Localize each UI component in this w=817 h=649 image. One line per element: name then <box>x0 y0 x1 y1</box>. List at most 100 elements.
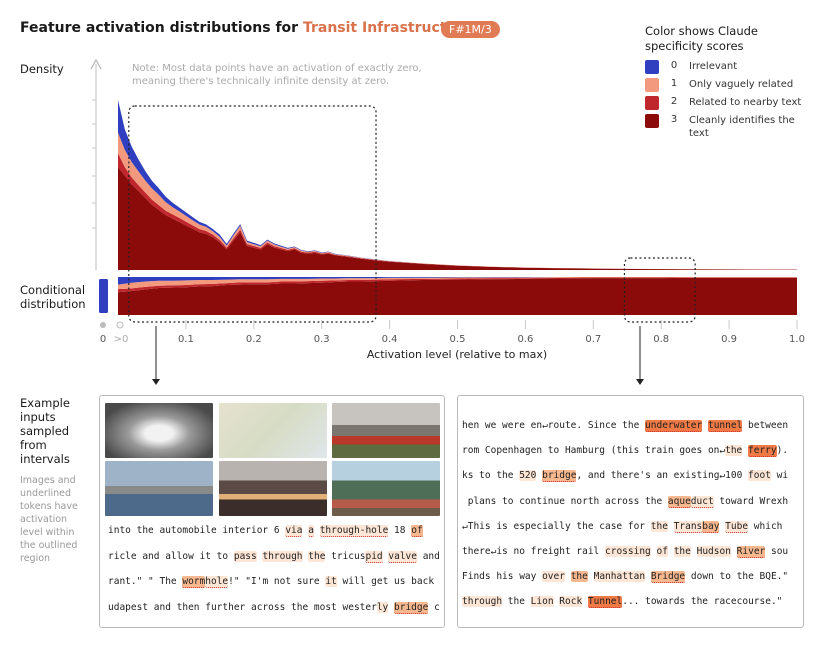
example-token: the <box>650 520 668 532</box>
legend-item: 3 Cleanly identifies the text <box>645 114 804 140</box>
example-token: ly <box>376 601 389 613</box>
example-token: sou <box>765 546 789 557</box>
legend-score: 2 <box>670 96 678 107</box>
example-token: bridge <box>394 601 429 614</box>
bridge-photo <box>105 461 213 516</box>
example-token: Manhattan <box>593 571 646 583</box>
example-token: bay <box>702 520 720 533</box>
example-token: through <box>462 596 503 608</box>
left-examples-panel: into the automobile interior 6 via a thr… <box>99 395 445 628</box>
example-text-line: rom Copenhagen to Hamburg (this train go… <box>462 445 788 458</box>
example-token: Hudson <box>696 546 731 557</box>
legend-score: 1 <box>670 78 678 89</box>
x-tick-label: 0.6 <box>517 334 533 345</box>
example-token <box>314 525 320 536</box>
example-token: which <box>748 520 783 532</box>
example-token: pass <box>233 550 257 562</box>
legend-score: 3 <box>670 114 678 125</box>
example-token: plans to continue north across the <box>462 495 668 507</box>
example-token: 520 <box>519 470 537 482</box>
example-inputs-note: Images and underlined tokens have activa… <box>20 475 78 564</box>
left-arrow-head <box>152 379 160 385</box>
example-token <box>691 546 697 557</box>
x-tick-label: 0.4 <box>382 334 398 345</box>
transit-map-photo <box>219 403 327 458</box>
x-tick-label: 0.7 <box>585 334 601 345</box>
x-tick-label: 0.1 <box>178 334 194 345</box>
example-token: ferry <box>748 445 777 458</box>
example-token: Tube <box>725 520 749 533</box>
example-token <box>668 521 674 532</box>
example-token <box>645 571 651 582</box>
legend-item: 2 Related to nearby text <box>645 96 804 110</box>
example-token <box>668 546 674 557</box>
example-token: Trans <box>673 520 703 533</box>
x-tick-label: 0.5 <box>450 334 466 345</box>
example-token: foot <box>748 470 771 482</box>
zero-density-note: Note: Most data points have an activatio… <box>132 63 422 87</box>
example-token: Lion <box>530 596 554 608</box>
x-tick-label: 0.3 <box>314 334 330 345</box>
activation-chart: 0 >0 0.1 0.2 0.3 0.4 0.5 0.6 0.7 0.8 0.9 1.0 Activat… <box>90 58 805 380</box>
chart-title: Feature activation distributions for Tra… <box>20 20 473 36</box>
title-feature-name: Transit Infrastructure <box>302 20 473 36</box>
example-token: the <box>502 596 531 608</box>
example-token: worm <box>182 576 206 588</box>
example-token: wi <box>770 470 789 482</box>
example-token: ricle and allow it to <box>108 550 234 562</box>
example-token: there↵is no freight rail <box>462 546 605 557</box>
conditional-area-score-3 <box>118 277 797 315</box>
example-token: Rock <box>559 596 583 608</box>
x-tick-label: 1.0 <box>789 334 805 345</box>
example-inputs-label: Example inputs sampled from intervals <box>20 396 70 466</box>
example-token: c <box>428 601 440 613</box>
density-label: Density <box>20 62 64 76</box>
example-token: udapest and then further across the most… <box>108 601 377 613</box>
x-tick-label: 0.8 <box>653 334 669 345</box>
example-token <box>651 546 657 557</box>
density-area-score-3 <box>118 166 797 270</box>
example-token: Bridge <box>650 571 686 584</box>
conditional-area-score-1 <box>118 277 797 290</box>
x-tick-label: >0 <box>114 334 129 345</box>
example-token: will get us back <box>336 576 435 587</box>
x-tick-label: 0 <box>100 334 106 345</box>
example-token: rom Copenhagen to Hamburg (this train go… <box>462 445 726 457</box>
example-token <box>588 571 594 582</box>
right-arrow-head <box>636 379 644 385</box>
legend-swatch <box>645 96 659 110</box>
example-text-line: ↵This is especially the case for the Tra… <box>462 520 783 533</box>
example-token: rant." " The <box>108 576 183 587</box>
title-prefix: Feature activation distributions for <box>20 20 303 36</box>
example-token: over <box>542 571 565 583</box>
example-token: pid <box>365 550 383 563</box>
example-token: tunnel <box>707 420 743 432</box>
city-highway-photo <box>219 461 327 516</box>
legend-swatch <box>645 60 659 74</box>
legend-label: Only vaguely related <box>689 79 794 90</box>
outlined-region <box>128 105 377 323</box>
example-token: the <box>725 445 743 457</box>
steam-train-photo <box>332 403 440 458</box>
legend-swatch <box>645 78 659 92</box>
right-examples-panel: hen we were en↵route. Since the underwat… <box>457 395 804 628</box>
legend-score: 0 <box>670 60 678 71</box>
example-token: it <box>325 576 337 587</box>
example-token: crossing <box>605 546 651 557</box>
example-token: through-hole <box>319 525 389 537</box>
example-token: ↵This is especially the case for <box>462 520 651 532</box>
example-token: toward Wrexh <box>713 495 789 507</box>
example-token: River <box>736 546 766 558</box>
example-token: between <box>742 420 789 431</box>
example-token: , and there's an existing↵100 <box>576 470 749 482</box>
example-token: the <box>308 550 326 562</box>
example-token <box>731 546 737 557</box>
example-text-line: plans to continue north across the aqued… <box>462 495 789 508</box>
legend-swatch <box>645 114 659 128</box>
legend-item: 0 Irrelevant <box>645 60 804 74</box>
density-y-axis-arrow <box>90 58 102 70</box>
example-token: duct <box>690 495 714 508</box>
conditional-zero-bar <box>99 279 108 313</box>
example-token: hole <box>205 576 229 588</box>
example-token: of <box>656 546 668 557</box>
